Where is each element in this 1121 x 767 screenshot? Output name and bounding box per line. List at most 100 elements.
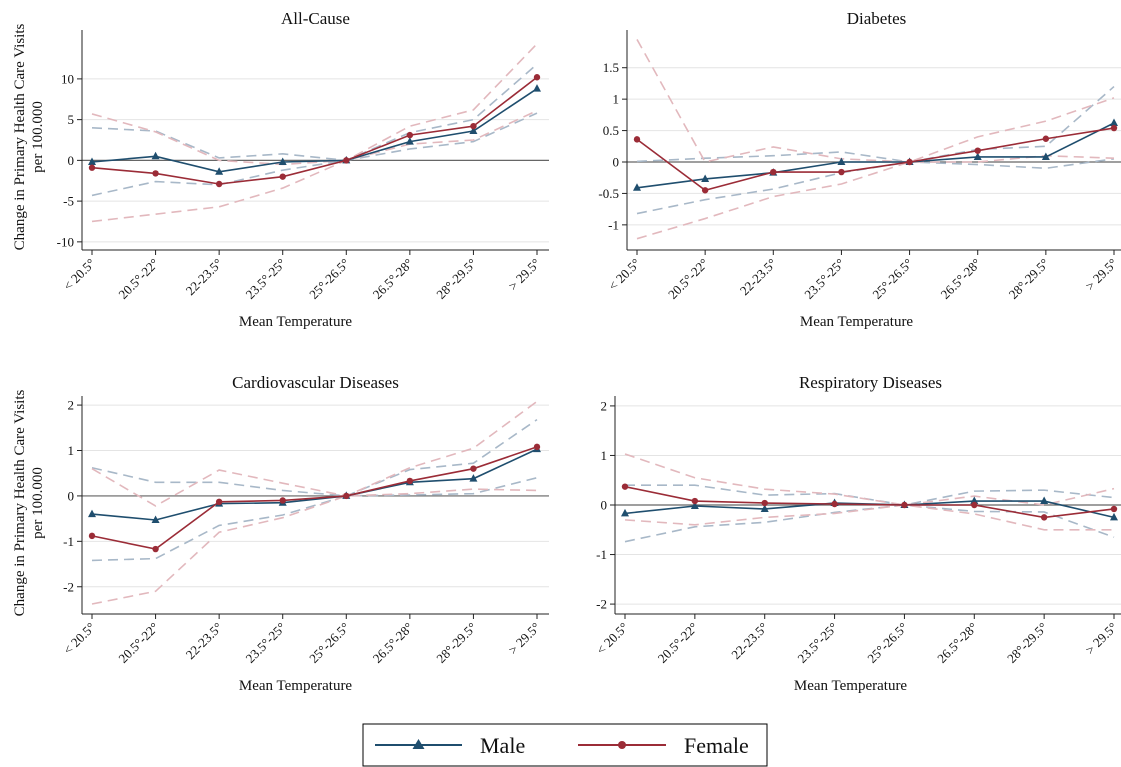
panel-title: Respiratory Diseases <box>799 373 942 392</box>
data-point-female <box>470 465 477 472</box>
y-tick-label: 1.5 <box>603 60 619 75</box>
x-tick-label: > 29.5° <box>1082 620 1120 658</box>
data-point-female <box>831 500 838 508</box>
chart-panel-3: -2 -1 0 1 2 < 20.5° 20.5°-22° 22-23.5° 23.5°-25°… <box>60 373 549 694</box>
legend-male-label: Male <box>480 733 525 758</box>
data-point-female <box>533 443 541 451</box>
ci-line-male-ci-high <box>91 63 538 162</box>
data-point-male <box>1110 512 1118 521</box>
y-tick-label: -2 <box>596 597 607 612</box>
data-point-female <box>343 492 350 500</box>
x-tick-label: 22-23.5° <box>183 620 226 663</box>
data-point-male <box>973 152 982 160</box>
x-tick-label: 22-23.5° <box>737 256 780 299</box>
data-point-female <box>406 477 414 485</box>
data-point-female <box>633 136 641 143</box>
x-tick-label: 26.5°-28° <box>370 256 416 302</box>
data-point-female <box>343 157 350 164</box>
x-tick-label: 26.5°-28° <box>934 620 980 666</box>
legend: Male Female <box>362 723 768 767</box>
x-tick-label: 28°-29.5° <box>1004 620 1050 666</box>
data-point-female <box>1110 124 1118 132</box>
data-point-male <box>215 167 224 175</box>
x-tick-label: 23.5°-25° <box>794 620 840 666</box>
ci-line-male-ci-high <box>91 418 538 497</box>
data-point-female <box>279 497 286 504</box>
chart-panel-2: -1 -0.5 0 0.5 1 1.5 < 20.5° 20.5°-22° 22-23.5° 23… <box>598 9 1121 330</box>
x-tick-label: 26.5°-28° <box>938 256 984 302</box>
data-point-female <box>152 170 159 177</box>
y-tick-label: 0 <box>601 498 608 513</box>
x-tick-label: 25°-26.5° <box>306 256 352 302</box>
ci-line-female-ci-high <box>636 39 1115 163</box>
y-tick-label: 0 <box>68 488 75 503</box>
data-point-female <box>901 501 908 509</box>
x-tick-label: > 29.5° <box>1082 256 1120 294</box>
series-line-male <box>91 88 538 173</box>
y-tick-label: -5 <box>63 194 74 209</box>
data-point-female <box>533 74 541 81</box>
x-tick-label: 25°-26.5° <box>306 620 352 666</box>
y-tick-label: 1 <box>68 443 75 458</box>
data-point-female <box>215 180 223 188</box>
y-axis-label-bottom-line1: Change in Primary Health Care Visits <box>12 389 28 616</box>
y-tick-label: -10 <box>57 234 74 249</box>
y-tick-label: -0.5 <box>598 186 619 201</box>
data-point-male <box>151 515 160 523</box>
series-line-female <box>636 127 1115 192</box>
y-tick-label: 5 <box>68 112 75 127</box>
data-point-female <box>152 545 159 553</box>
data-point-female <box>971 501 978 509</box>
data-point-male <box>278 157 287 165</box>
x-tick-label: 20.5°-22° <box>115 620 161 666</box>
data-point-male <box>760 504 769 512</box>
data-point-male <box>690 501 699 509</box>
y-tick-label: -1 <box>608 217 619 232</box>
x-tick-label: 25°-26.5° <box>864 620 910 666</box>
ci-line-male-ci-high <box>636 85 1115 163</box>
ci-line-female-ci-high <box>91 43 538 166</box>
y-tick-label: 1 <box>613 92 620 107</box>
ci-line-female-ci-low <box>91 109 538 223</box>
ci-line-male-ci-low <box>91 476 538 562</box>
ci-line-female-ci-high <box>624 453 1115 506</box>
data-point-female <box>974 147 981 154</box>
x-tick-label: < 20.5° <box>60 620 98 658</box>
data-point-male <box>405 137 414 145</box>
data-point-female <box>621 483 629 490</box>
y-tick-label: -1 <box>63 534 74 549</box>
x-tick-label: 22-23.5° <box>183 256 226 299</box>
y-tick-label: -2 <box>63 579 74 594</box>
ci-line-male-ci-low <box>624 504 1115 543</box>
data-point-female <box>1042 135 1050 142</box>
y-tick-label: 0.5 <box>603 123 619 138</box>
x-tick-label: 20.5°-22° <box>115 256 161 302</box>
data-point-female <box>88 532 96 540</box>
legend-male-marker <box>412 739 425 749</box>
x-tick-label: < 20.5° <box>60 256 98 294</box>
data-point-female <box>691 497 699 505</box>
data-point-male <box>469 126 478 135</box>
ci-line-female-ci-low <box>636 154 1115 240</box>
data-point-female <box>215 498 223 506</box>
ci-line-female-ci-low <box>91 488 538 605</box>
x-axis-label: Mean Temperature <box>239 678 353 694</box>
data-point-male <box>533 84 541 92</box>
data-point-female <box>770 168 777 176</box>
data-point-male <box>1041 152 1050 160</box>
data-point-female <box>88 164 96 171</box>
ci-line-female-ci-high <box>91 400 538 507</box>
data-point-male <box>469 474 478 482</box>
y-tick-label: 0 <box>613 155 620 170</box>
y-axis-label-bottom-line2: per 100.000 <box>30 467 46 539</box>
data-point-male <box>970 496 979 505</box>
x-axis-label: Mean Temperature <box>800 314 914 330</box>
x-axis-label: Mean Temperature <box>239 314 353 330</box>
x-tick-label: < 20.5° <box>593 620 631 658</box>
series-line-female <box>91 446 538 550</box>
series-line-male <box>91 448 538 521</box>
x-tick-label: 23.5°-25° <box>243 620 289 666</box>
data-point-male <box>633 183 641 191</box>
data-point-female <box>906 158 913 166</box>
